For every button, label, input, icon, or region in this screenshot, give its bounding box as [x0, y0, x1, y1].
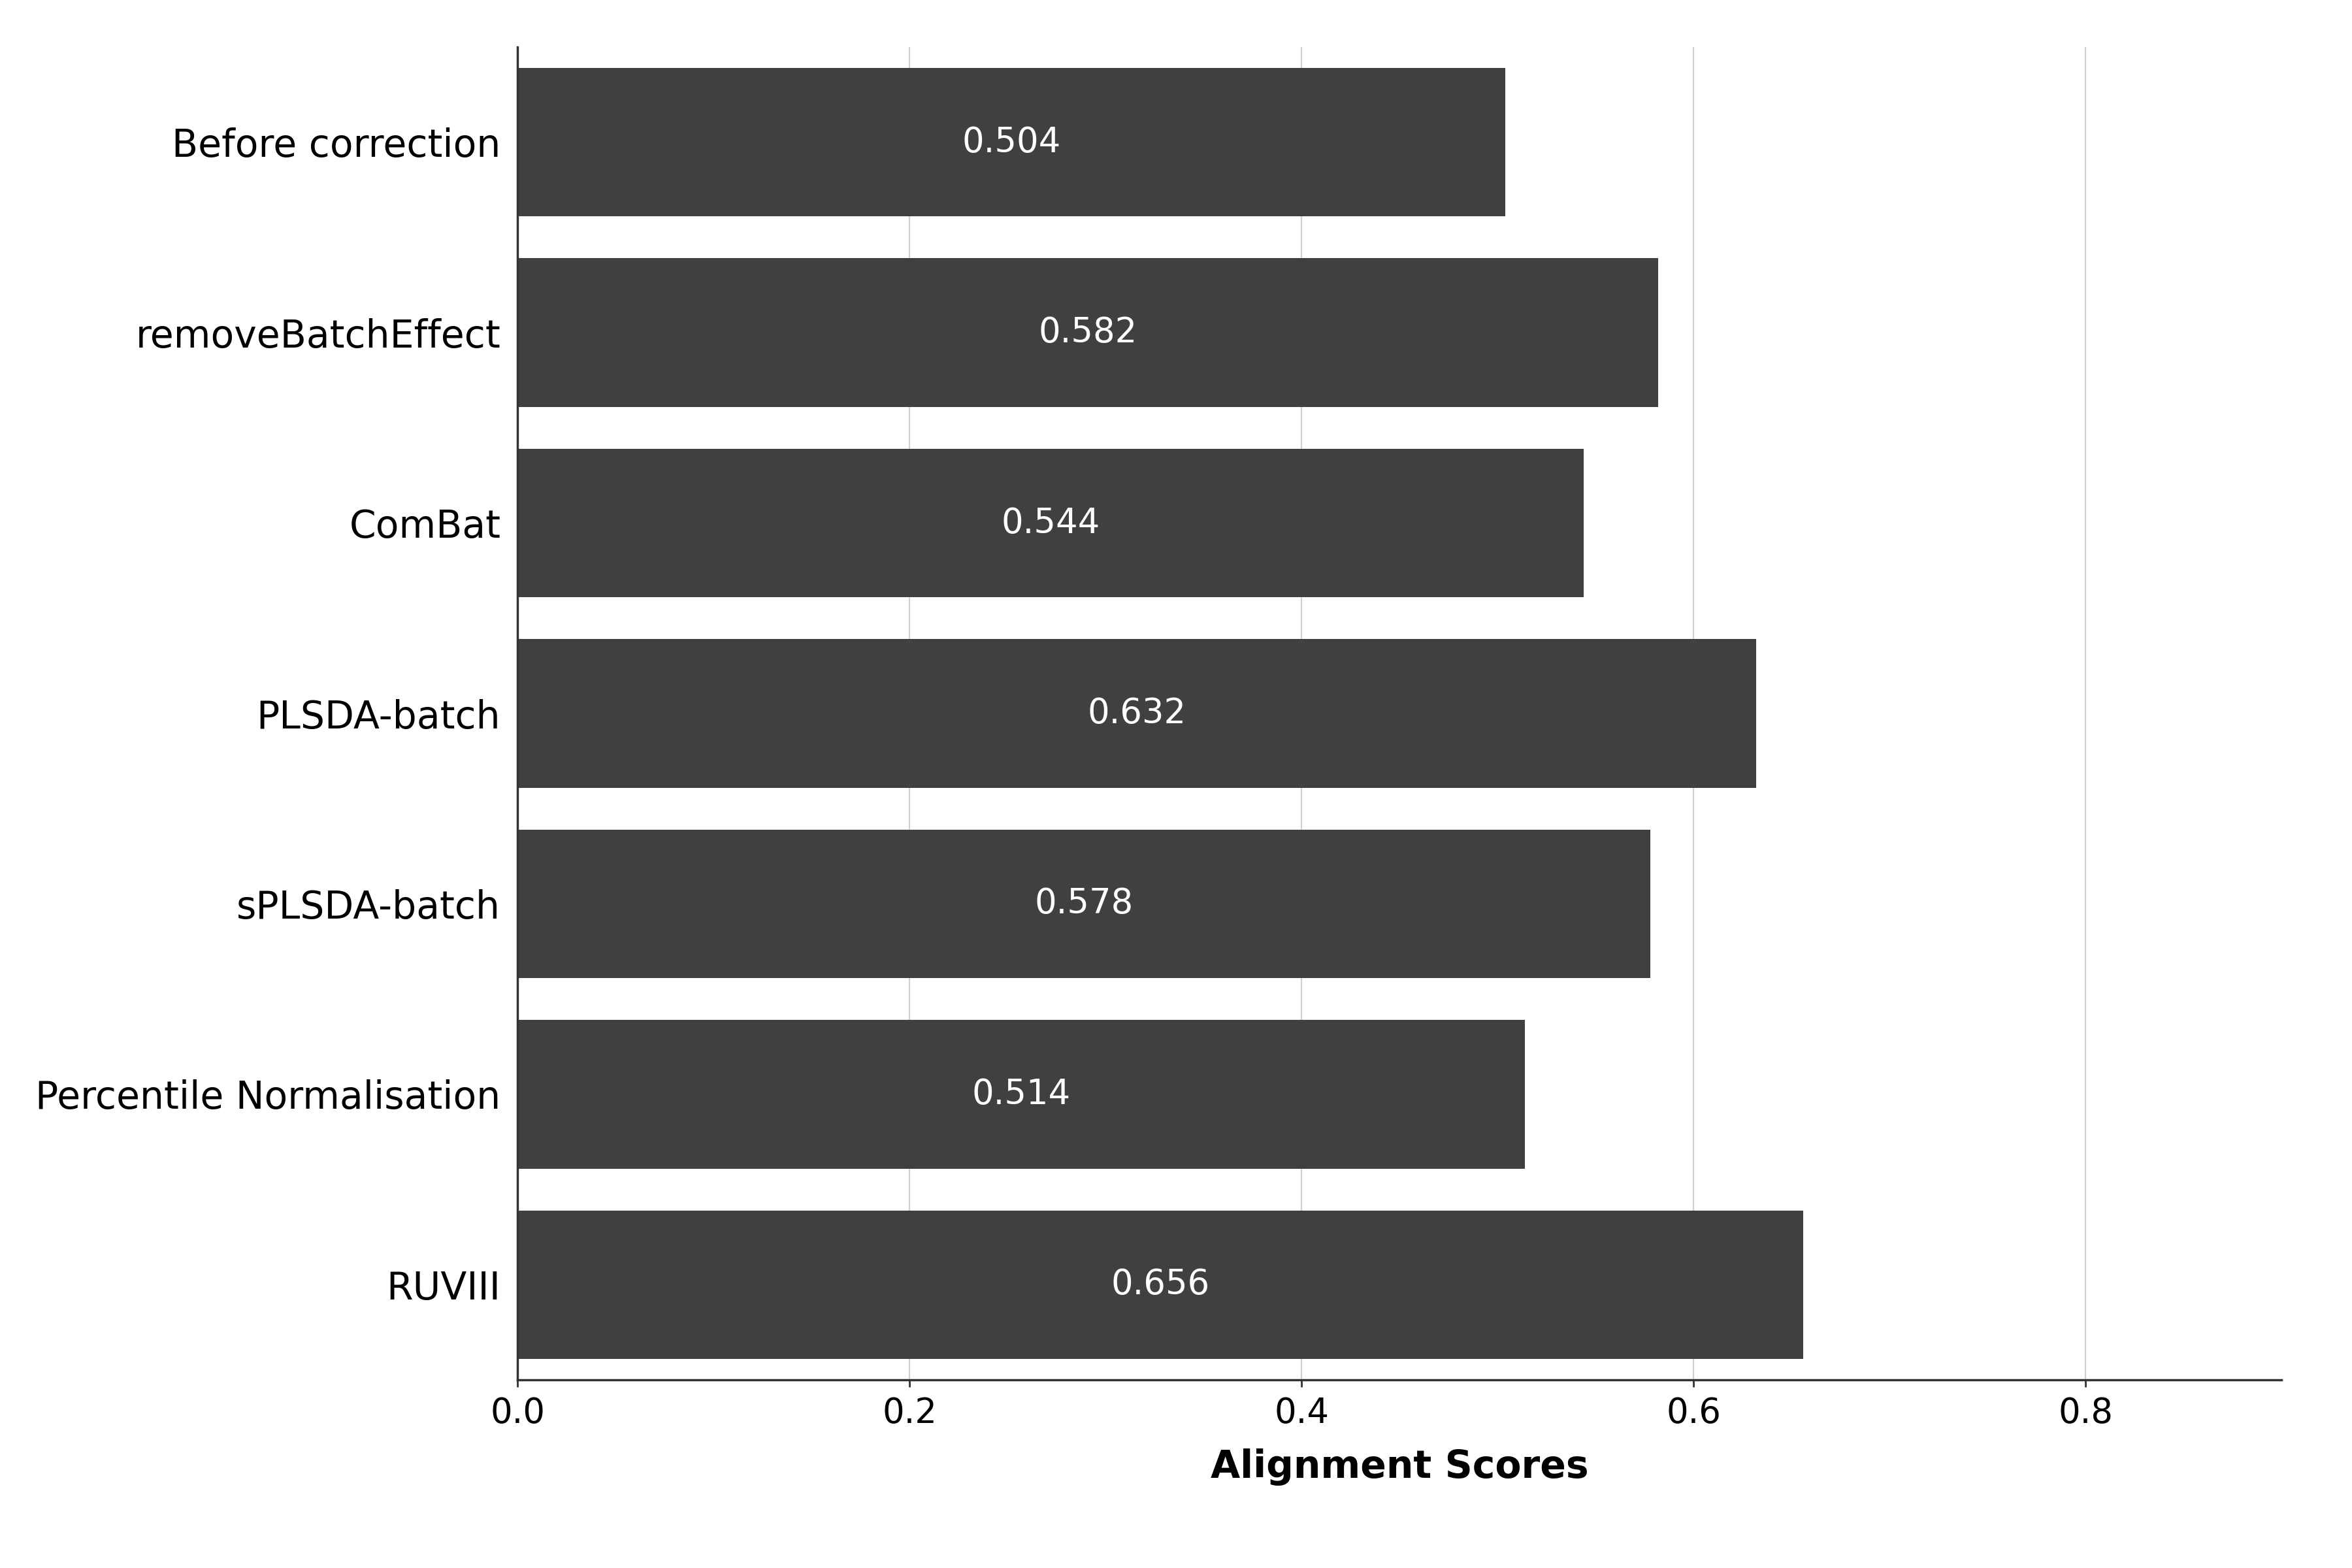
Text: 0.504: 0.504	[962, 125, 1061, 160]
Text: 0.514: 0.514	[971, 1077, 1070, 1112]
Text: 0.582: 0.582	[1040, 315, 1136, 350]
Text: 0.656: 0.656	[1110, 1267, 1209, 1301]
Text: 0.632: 0.632	[1087, 696, 1185, 731]
Bar	[517, 259, 1658, 408]
Bar	[517, 829, 1651, 978]
X-axis label: Alignment Scores: Alignment Scores	[1211, 1449, 1588, 1485]
Bar	[517, 640, 1757, 787]
Text: 0.578: 0.578	[1035, 887, 1134, 920]
Bar	[517, 1021, 1524, 1168]
Bar	[517, 1210, 1804, 1359]
Bar	[517, 67, 1505, 216]
Text: 0.544: 0.544	[1002, 506, 1101, 539]
Bar	[517, 448, 1583, 597]
